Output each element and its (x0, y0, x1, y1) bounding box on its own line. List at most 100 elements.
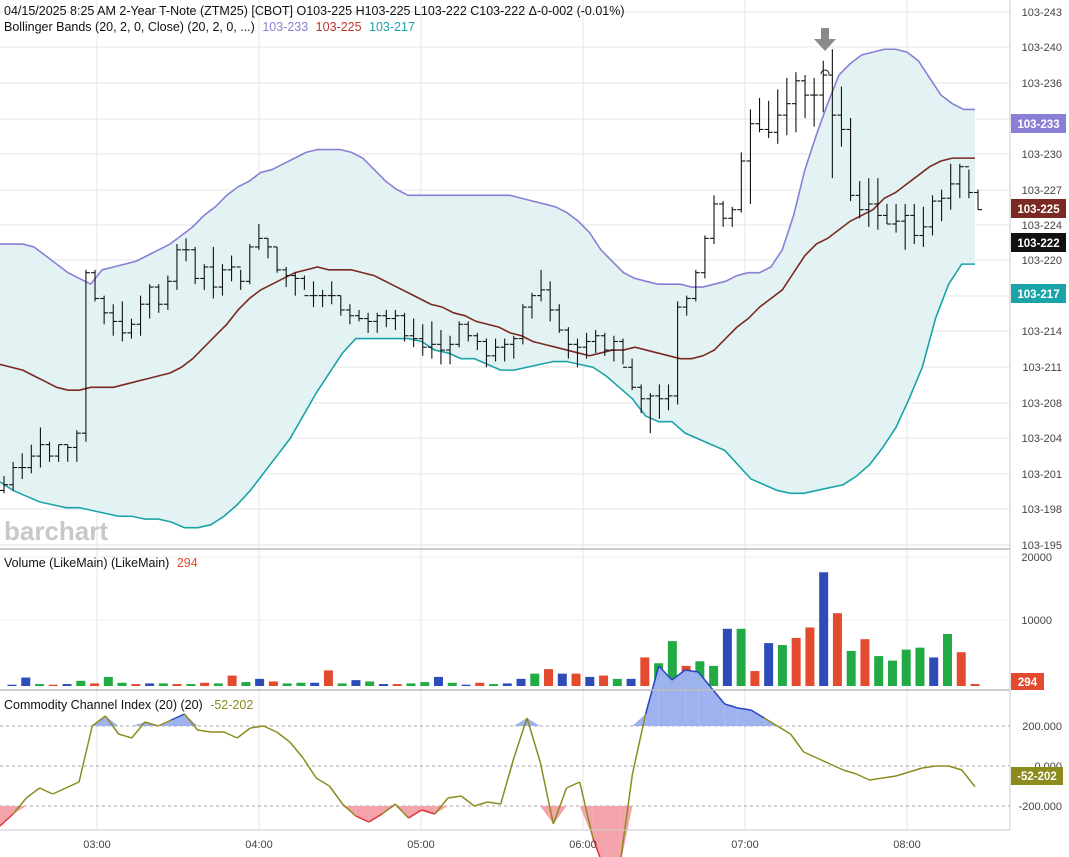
volume-bar (874, 656, 884, 686)
ohlc-bar (455, 321, 464, 348)
ohlc-bar (564, 327, 573, 359)
cci-fill-overbought (513, 718, 528, 726)
cci-fill-overbought (671, 670, 686, 726)
ohlc-bar (892, 203, 901, 233)
volume-bar (433, 676, 443, 686)
cci-line-segment (499, 757, 515, 805)
ohlc-bar (655, 384, 664, 419)
volume-bar (805, 627, 815, 686)
ohlc-bar (63, 444, 72, 462)
price-tick-label: 103-236 (1022, 78, 1062, 90)
volume-bar (942, 634, 952, 686)
cci-fill-oversold (606, 806, 620, 857)
cci-line-segment (328, 785, 344, 805)
volume-bar (62, 684, 72, 686)
volume-bar (406, 683, 416, 686)
cci-line-segment (789, 733, 805, 753)
ohlc-bar (54, 444, 63, 462)
volume-bar (268, 681, 278, 686)
cci-pane[interactable] (0, 665, 1010, 857)
volume-value: 294 (177, 556, 198, 570)
ohlc-bar (782, 77, 791, 136)
cci-fill-oversold (434, 806, 448, 814)
ohlc-bar (482, 338, 491, 368)
ohlc-bar (691, 269, 700, 302)
volume-bar (599, 675, 609, 686)
cci-line-segment (487, 801, 501, 805)
volume-bar (970, 684, 980, 686)
ohlc-bar (391, 309, 400, 331)
bollinger-label: Bollinger Bands (20, 2, 0, Close) (20, 2… (4, 20, 255, 34)
ohlc-bar (0, 476, 8, 494)
ohlc-bar (309, 281, 318, 308)
volume-bar (475, 682, 485, 686)
cci-line-segment (474, 801, 488, 807)
volume-bar (709, 665, 719, 686)
ohlc-bar (527, 292, 536, 319)
cci-line-segment (948, 765, 963, 771)
cci-fill-overbought (171, 714, 185, 726)
volume-bar (819, 572, 829, 686)
cci-tick-label: 200.000 (1022, 721, 1062, 733)
badge-upper-text: 103-233 (1017, 119, 1059, 131)
header-line: 04/15/2025 8:25 AM 2-Year T-Note (ZTM25)… (4, 4, 625, 18)
volume-bar (48, 684, 58, 686)
ohlc-bar (500, 338, 509, 362)
ohlc-bar (163, 275, 172, 310)
cci-line-segment (342, 803, 357, 817)
ohlc-bar (227, 255, 236, 282)
ohlc-bar (855, 181, 864, 219)
cci-line-segment (276, 731, 291, 743)
volume-bar (310, 682, 320, 686)
ohlc-bar (154, 284, 163, 313)
ohlc-bar (682, 295, 691, 316)
ohlc-bar (318, 289, 327, 308)
volume-bar (956, 652, 966, 686)
price-pane[interactable] (0, 48, 982, 529)
cci-value: -52-202 (210, 698, 253, 712)
x-tick-label: 03:00 (83, 839, 111, 851)
ohlc-bar (728, 206, 737, 227)
cci-fill-oversold (592, 806, 607, 857)
ohlc-bar (200, 264, 209, 290)
cci-fill-overbought (737, 708, 752, 726)
volume-bar (502, 683, 512, 686)
volume-bar (186, 684, 196, 686)
cci-line-segment (250, 725, 264, 729)
x-tick-label: 08:00 (893, 839, 921, 851)
ohlc-bar (327, 281, 336, 305)
ohlc-bar (491, 338, 500, 362)
ohlc-bar (127, 318, 136, 339)
cci-line-segment (289, 741, 304, 759)
price-tick-label: 103-230 (1022, 149, 1062, 161)
volume-bar (282, 683, 292, 686)
cci-line-segment (856, 773, 870, 781)
bollinger-lower-value: 103-217 (369, 20, 415, 34)
volume-bar (296, 682, 306, 686)
cci-line-segment (355, 815, 370, 823)
cci-line-segment (263, 725, 278, 733)
ohlc-bar (345, 304, 354, 325)
cci-line-segment (421, 809, 436, 815)
cci-line-segment (302, 757, 317, 779)
ohlc-bar (382, 309, 391, 328)
x-tick-label: 04:00 (245, 839, 273, 851)
x-tick-label: 05:00 (407, 839, 435, 851)
price-tick-label: 103-198 (1022, 504, 1062, 516)
cci-fill-overbought (711, 688, 725, 726)
cci-fill-oversold (553, 806, 567, 824)
volume-bar (832, 613, 842, 686)
ohlc-bar (400, 312, 409, 342)
price-tick-label: 103-243 (1022, 7, 1062, 19)
volume-bar (791, 637, 801, 686)
cci-line-segment (843, 769, 857, 775)
ohlc-bar (609, 335, 618, 362)
ohlc-bar (209, 246, 218, 299)
volume-bar (117, 682, 127, 686)
cci-line-segment (803, 751, 818, 759)
volume-bar (35, 684, 45, 686)
volume-bar (227, 675, 237, 686)
cci-label: Commodity Channel Index (20) (20) (4, 698, 203, 712)
ohlc-bar (582, 332, 591, 359)
cci-line-segment (882, 775, 897, 779)
